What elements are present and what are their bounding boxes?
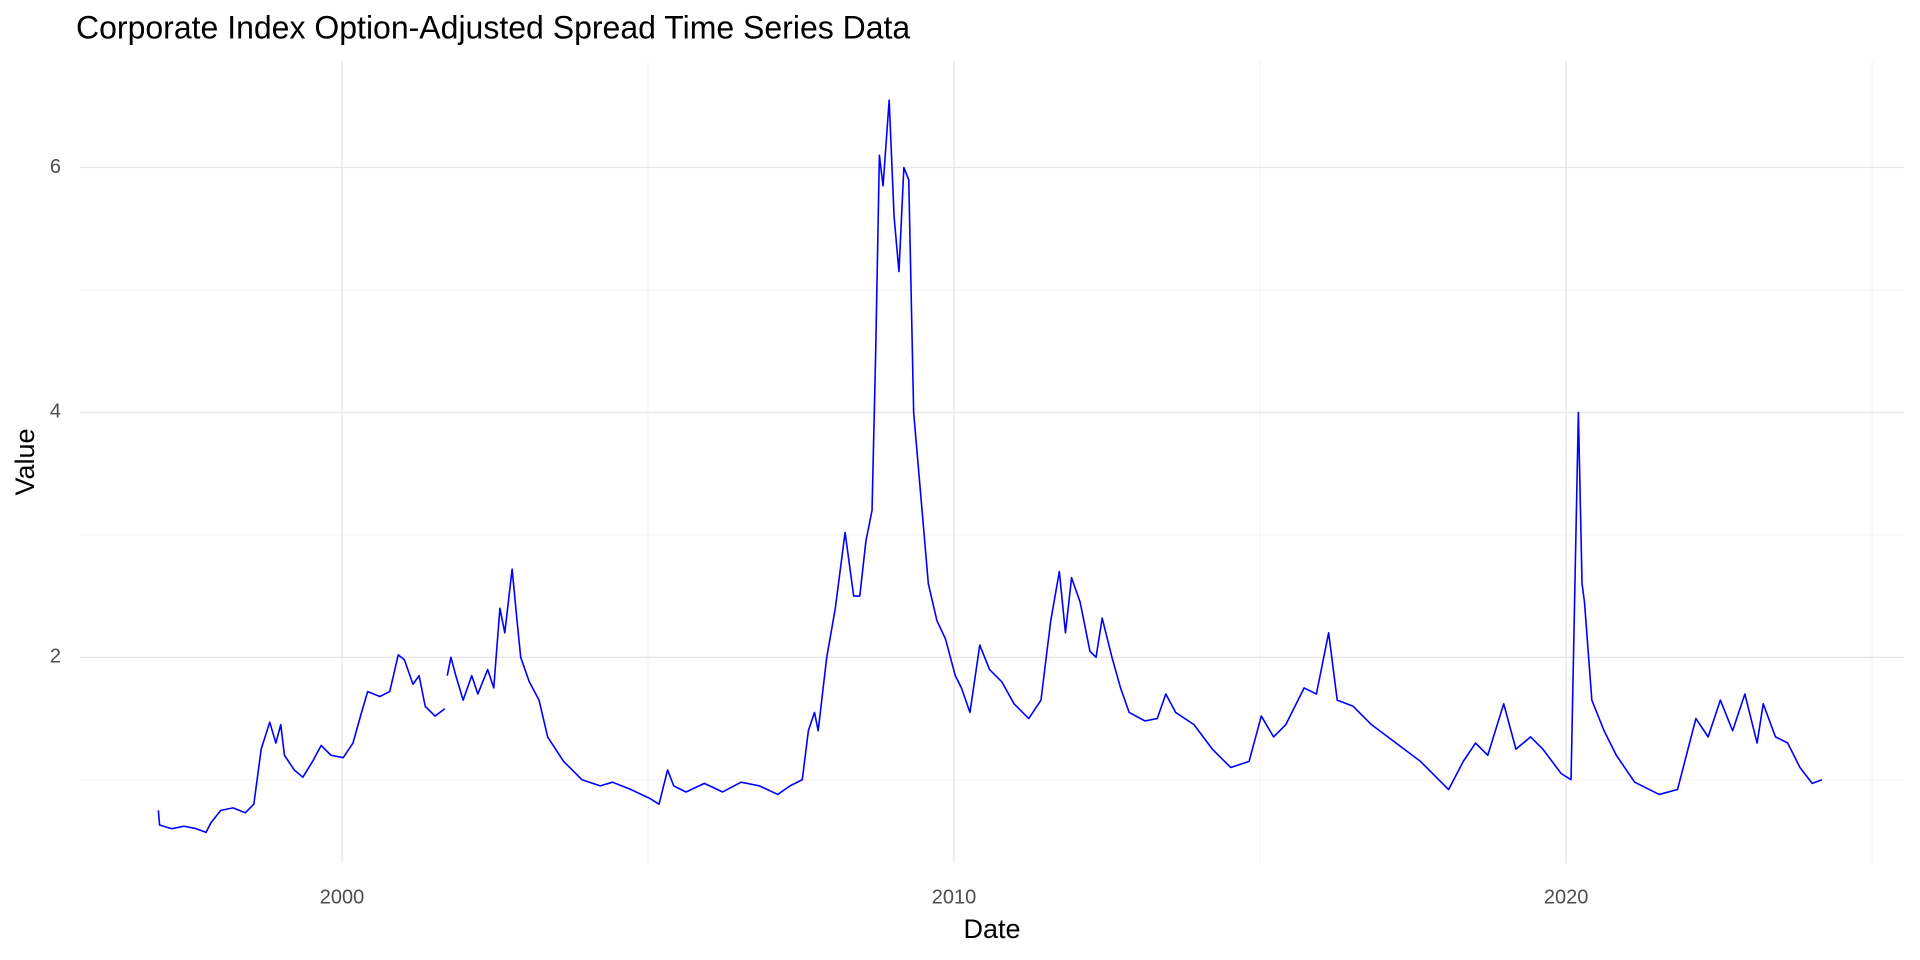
x-tick-label: 2010	[932, 886, 977, 908]
y-tick-label: 2	[50, 646, 61, 668]
x-axis-title: Date	[963, 914, 1020, 944]
y-tick-label: 4	[50, 401, 61, 423]
y-tick-label: 6	[50, 156, 61, 178]
chart-title: Corporate Index Option-Adjusted Spread T…	[76, 9, 910, 45]
line	[157, 654, 446, 834]
line	[446, 99, 1823, 806]
x-tick-label: 2000	[320, 886, 365, 908]
x-tick-label: 2020	[1544, 886, 1589, 908]
y-axis-title: Value	[10, 428, 40, 495]
